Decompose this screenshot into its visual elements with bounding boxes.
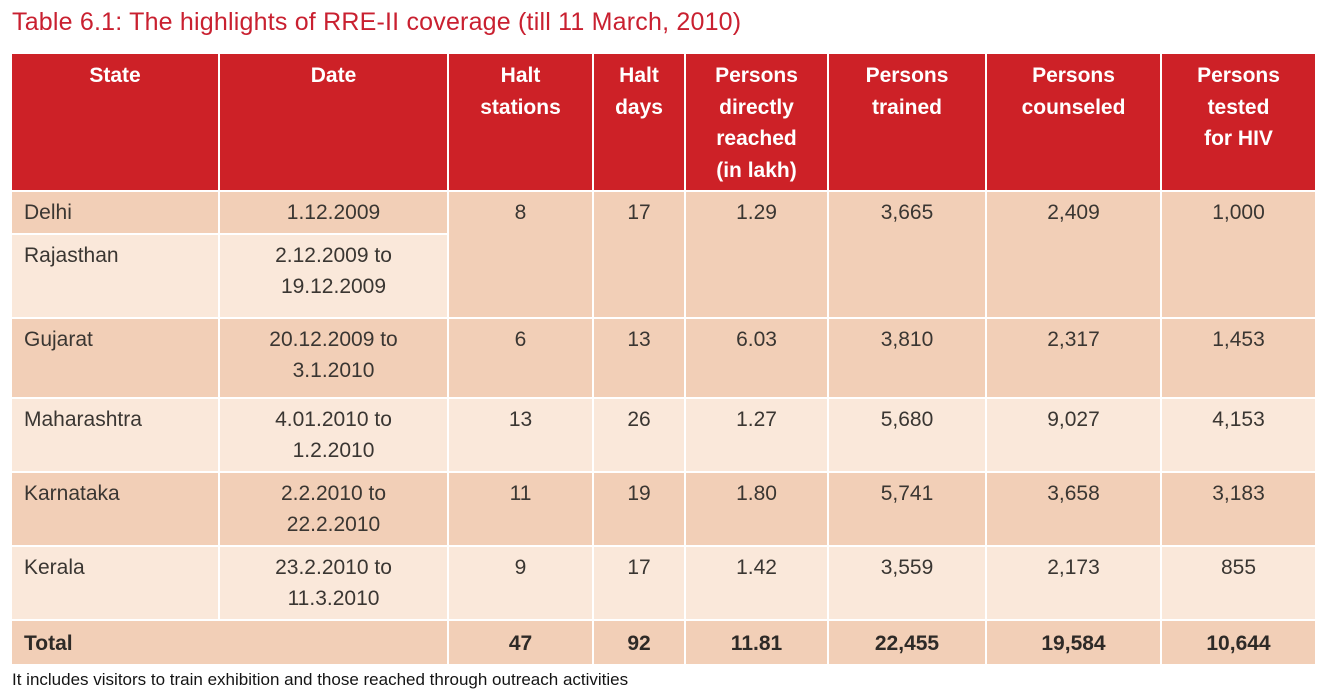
date-cell: 2.12.2009 to 19.12.2009	[220, 234, 447, 317]
date-cell: 2.2.2010 to 22.2.2010	[220, 472, 447, 545]
halt-stations-cell: 9	[449, 546, 592, 619]
halt-days-cell: 17	[594, 546, 684, 619]
header-halt-days: Halt days	[594, 54, 684, 190]
tested-cell: 4,153	[1162, 398, 1315, 471]
halt-stations-cell: 13	[449, 398, 592, 471]
halt-days-cell: 26	[594, 398, 684, 471]
date-cell: 23.2.2010 to 11.3.2010	[220, 546, 447, 619]
halt-days-cell: 17	[594, 192, 684, 317]
counseled-cell: 2,173	[987, 546, 1160, 619]
state-cell: Gujarat	[12, 318, 218, 397]
halt-stations-cell: 6	[449, 318, 592, 397]
state-cell: Maharashtra	[12, 398, 218, 471]
directly-reached-cell: 1.80	[686, 472, 827, 545]
table-row-maharashtra: Maharashtra 4.01.2010 to 1.2.2010 13 26 …	[12, 398, 1315, 471]
header-directly-reached: Persons directly reached (in lakh)	[686, 54, 827, 190]
halt-stations-cell: 8	[449, 192, 592, 317]
table-row-karnataka: Karnataka 2.2.2010 to 22.2.2010 11 19 1.…	[12, 472, 1315, 545]
tested-cell: 3,183	[1162, 472, 1315, 545]
tested-total-cell: 10,644	[1162, 620, 1315, 664]
header-row: State Date Halt stations Halt days Perso…	[12, 54, 1315, 190]
counseled-cell: 2,317	[987, 318, 1160, 397]
header-date: Date	[220, 54, 447, 190]
coverage-table: State Date Halt stations Halt days Perso…	[10, 52, 1317, 666]
tested-cell: 1,000	[1162, 192, 1315, 317]
directly-reached-cell: 1.27	[686, 398, 827, 471]
total-label-cell: Total	[12, 620, 447, 664]
table-row-total: Total 47 92 11.81 22,455 19,584 10,644	[12, 620, 1315, 664]
header-halt-stations: Halt stations	[449, 54, 592, 190]
date-cell: 1.12.2009	[220, 192, 447, 233]
halt-stations-total-cell: 47	[449, 620, 592, 664]
header-counseled: Persons counseled	[987, 54, 1160, 190]
directly-reached-cell: 6.03	[686, 318, 827, 397]
trained-cell: 3,559	[829, 546, 985, 619]
halt-days-cell: 13	[594, 318, 684, 397]
halt-stations-cell: 11	[449, 472, 592, 545]
date-cell: 4.01.2010 to 1.2.2010	[220, 398, 447, 471]
table-row-kerala: Kerala 23.2.2010 to 11.3.2010 9 17 1.42 …	[12, 546, 1315, 619]
header-trained: Persons trained	[829, 54, 985, 190]
tested-cell: 855	[1162, 546, 1315, 619]
counseled-total-cell: 19,584	[987, 620, 1160, 664]
table-row-gujarat: Gujarat 20.12.2009 to 3.1.2010 6 13 6.03…	[12, 318, 1315, 397]
trained-cell: 5,680	[829, 398, 985, 471]
counseled-cell: 2,409	[987, 192, 1160, 317]
state-cell: Rajasthan	[12, 234, 218, 317]
date-cell: 20.12.2009 to 3.1.2010	[220, 318, 447, 397]
trained-cell: 5,741	[829, 472, 985, 545]
header-state: State	[12, 54, 218, 190]
state-cell: Delhi	[12, 192, 218, 233]
counseled-cell: 9,027	[987, 398, 1160, 471]
trained-cell: 3,810	[829, 318, 985, 397]
directly-reached-cell: 1.29	[686, 192, 827, 317]
tested-cell: 1,453	[1162, 318, 1315, 397]
table-footnote: It includes visitors to train exhibition…	[12, 669, 629, 689]
header-tested: Persons tested for HIV	[1162, 54, 1315, 190]
trained-total-cell: 22,455	[829, 620, 985, 664]
table-row-rajasthan: Rajasthan 2.12.2009 to 19.12.2009	[12, 234, 1315, 317]
state-cell: Karnataka	[12, 472, 218, 545]
halt-days-total-cell: 92	[594, 620, 684, 664]
counseled-cell: 3,658	[987, 472, 1160, 545]
table-row-delhi: Delhi 1.12.2009 8 17 1.29 3,665 2,409 1,…	[12, 192, 1315, 317]
directly-reached-cell: 1.42	[686, 546, 827, 619]
halt-days-cell: 19	[594, 472, 684, 545]
directly-reached-total-cell: 11.81	[686, 620, 827, 664]
table-title: Table 6.1: The highlights of RRE-II cove…	[12, 8, 742, 36]
state-cell: Kerala	[12, 546, 218, 619]
trained-cell: 3,665	[829, 192, 985, 317]
